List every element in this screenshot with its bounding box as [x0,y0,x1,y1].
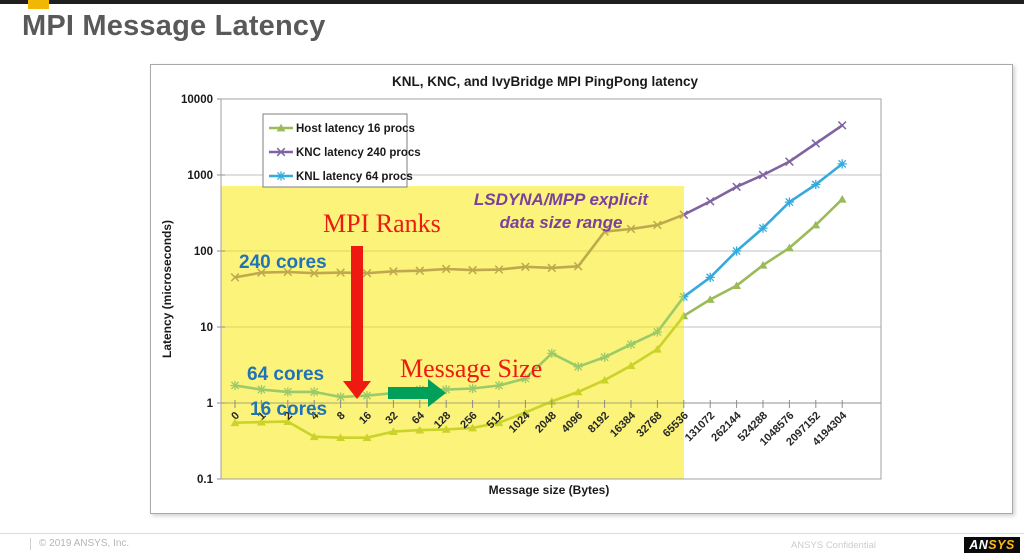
svg-text:0.1: 0.1 [197,474,214,486]
chart-legend: Host latency 16 procs KNC latency 240 pro… [262,113,421,188]
ansys-logo: AN SYS [964,537,1020,553]
highlight-region [221,186,684,479]
x-axis-title: Message size (Bytes) [489,483,610,497]
svg-text:1: 1 [207,398,214,410]
label-message-size: Message Size [400,354,542,383]
svg-text:1000: 1000 [187,170,213,182]
region-label-line2: data size range [500,213,623,232]
label-16-cores: 16 cores [250,399,327,420]
chart-title: KNL, KNC, and IvyBridge MPI PingPong lat… [392,74,699,89]
top-bar [0,0,1024,4]
y-axis-title: Latency (microseconds) [160,220,174,358]
label-64-cores: 64 cores [247,364,324,385]
right-arrow-icon [388,379,446,407]
footer-copyright: © 2019 ANSYS, Inc. [30,538,129,550]
svg-text:KNC latency 240 procs: KNC latency 240 procs [296,147,421,159]
svg-text:KNL latency 64 procs: KNL latency 64 procs [296,171,413,183]
gold-accent-tab [28,0,49,9]
footer-divider [0,533,1024,534]
svg-text:10000: 10000 [181,94,213,106]
logo-text-an: AN [969,538,989,552]
svg-text:Host latency 16 procs: Host latency 16 procs [296,123,415,135]
plot-border [220,98,882,480]
page-title: MPI Message Latency [22,10,326,42]
logo-text-sys: SYS [988,538,1015,552]
annotations: 240 cores 64 cores 16 cores MPI Ranks Me… [239,190,649,420]
footer-confidential: ANSYS Confidential [790,540,876,551]
chart-canvas: KNL, KNC, and IvyBridge MPI PingPong lat… [160,74,882,497]
latency-chart: KNL, KNC, and IvyBridge MPI PingPong lat… [150,64,1013,514]
svg-text:100: 100 [194,246,213,258]
down-arrow-icon [343,246,371,399]
svg-text:10: 10 [200,322,213,334]
label-240-cores: 240 cores [239,252,327,273]
region-label-line1: LSDYNA/MPP explicit [474,190,649,209]
label-mpi-ranks: MPI Ranks [323,209,441,238]
